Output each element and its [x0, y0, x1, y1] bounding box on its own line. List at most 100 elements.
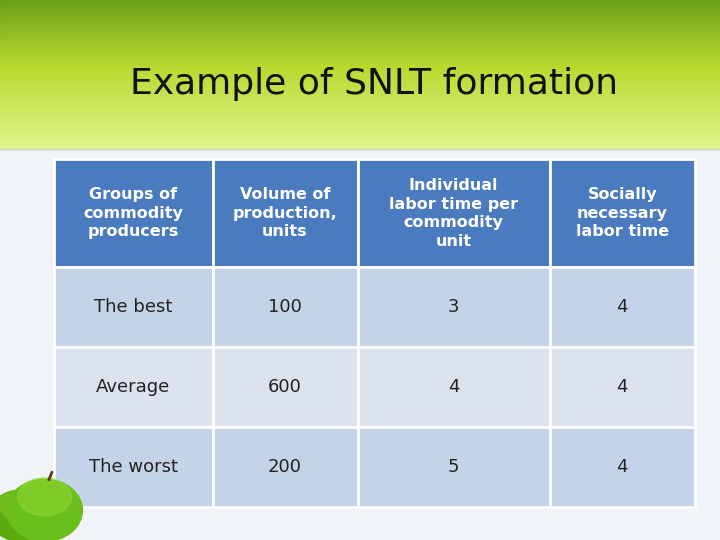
Bar: [0, 51, 720, 52]
Bar: [0, 11, 720, 12]
Bar: [0, 21, 720, 22]
Bar: [0, 121, 720, 122]
Bar: [0, 127, 720, 128]
Bar: [0, 59, 720, 60]
Bar: [0, 91, 720, 92]
Bar: [0, 104, 720, 105]
Bar: [0, 111, 720, 112]
Bar: [0, 17, 720, 18]
Bar: [0, 21, 720, 22]
Bar: [0, 124, 720, 125]
Ellipse shape: [17, 478, 72, 516]
Bar: [0, 70, 720, 71]
Bar: [0, 14, 720, 15]
Bar: [0, 28, 720, 29]
Bar: [0, 96, 720, 97]
Bar: [0, 133, 720, 134]
Bar: [0, 147, 720, 148]
Bar: [0, 45, 720, 46]
Bar: [0, 54, 720, 55]
Bar: [0, 107, 720, 109]
Bar: [0, 1, 720, 2]
Bar: [0, 147, 720, 148]
Bar: [0, 72, 720, 73]
Bar: [0, 136, 720, 137]
Bar: [0, 48, 720, 49]
Bar: [0, 9, 720, 10]
Bar: [0, 65, 720, 66]
Bar: [0, 40, 720, 42]
Bar: [0, 119, 720, 120]
Bar: [0, 103, 720, 104]
Bar: [0, 40, 720, 41]
Bar: [0, 5, 720, 6]
Bar: [0, 57, 720, 58]
Bar: [0, 49, 720, 50]
Bar: [0, 64, 720, 65]
Bar: [0, 80, 720, 81]
Bar: [54, 267, 212, 347]
Bar: [0, 144, 720, 145]
Bar: [0, 66, 720, 68]
Bar: [0, 76, 720, 77]
Bar: [0, 44, 720, 45]
Bar: [0, 137, 720, 138]
Bar: [0, 63, 720, 64]
Bar: [0, 52, 720, 53]
Bar: [0, 96, 720, 97]
Bar: [0, 73, 720, 74]
Bar: [0, 92, 720, 93]
Bar: [0, 140, 720, 141]
Bar: [0, 27, 720, 28]
Bar: [0, 68, 720, 69]
Bar: [0, 74, 720, 75]
Bar: [0, 51, 720, 52]
Bar: [0, 107, 720, 108]
Bar: [0, 53, 720, 54]
Bar: [0, 3, 720, 4]
Bar: [0, 55, 720, 56]
Bar: [0, 125, 720, 126]
Bar: [0, 139, 720, 140]
Bar: [0, 84, 720, 85]
Ellipse shape: [7, 480, 82, 540]
Bar: [0, 62, 720, 63]
Bar: [0, 51, 720, 52]
Bar: [0, 41, 720, 42]
Bar: [0, 68, 720, 69]
Bar: [0, 55, 720, 56]
Bar: [550, 159, 695, 267]
Bar: [0, 39, 720, 40]
Bar: [0, 147, 720, 149]
Bar: [0, 64, 720, 65]
Bar: [0, 63, 720, 64]
Bar: [0, 115, 720, 116]
Bar: [0, 113, 720, 114]
Bar: [0, 8, 720, 9]
Bar: [0, 95, 720, 96]
Bar: [0, 122, 720, 123]
Bar: [0, 18, 720, 19]
Bar: [0, 76, 720, 77]
Bar: [0, 104, 720, 105]
Bar: [0, 65, 720, 66]
Bar: [0, 81, 720, 82]
Bar: [0, 20, 720, 21]
Bar: [0, 31, 720, 32]
Bar: [0, 129, 720, 130]
Bar: [0, 89, 720, 90]
Bar: [0, 33, 720, 35]
Bar: [0, 105, 720, 106]
Bar: [0, 89, 720, 90]
Bar: [0, 119, 720, 120]
Bar: [0, 123, 720, 124]
Bar: [0, 109, 720, 110]
Bar: [0, 96, 720, 97]
Bar: [0, 34, 720, 35]
Bar: [0, 113, 720, 114]
Bar: [0, 133, 720, 134]
Bar: [0, 87, 720, 88]
Text: 5: 5: [448, 458, 459, 476]
Bar: [212, 427, 358, 507]
Text: 4: 4: [616, 378, 628, 396]
